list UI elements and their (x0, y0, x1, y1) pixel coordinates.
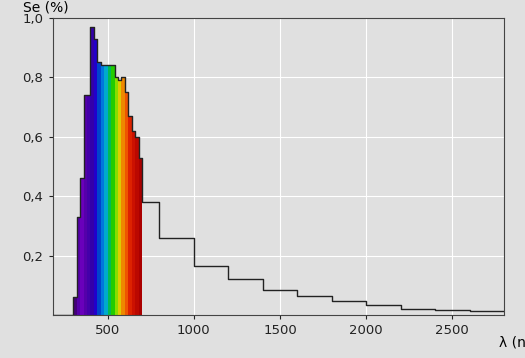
Bar (80, 178, 83, 315)
Bar (139, 158, 142, 315)
X-axis label: λ (nm): λ (nm) (499, 336, 525, 350)
Bar (128, 116, 132, 315)
Bar (108, 66, 111, 315)
Bar (83, 95, 87, 315)
Bar (104, 66, 108, 315)
Bar (101, 66, 104, 315)
Bar (97, 62, 101, 315)
Bar (111, 66, 114, 315)
Bar (135, 137, 139, 315)
Bar (90, 27, 94, 315)
Bar (114, 77, 118, 315)
Y-axis label: Se (%): Se (%) (23, 1, 69, 15)
Bar (132, 131, 135, 315)
Bar (73, 297, 77, 315)
Bar (125, 92, 128, 315)
Bar (77, 217, 80, 315)
Bar (87, 95, 90, 315)
Bar (118, 80, 121, 315)
Bar (121, 77, 125, 315)
Bar (94, 39, 97, 315)
